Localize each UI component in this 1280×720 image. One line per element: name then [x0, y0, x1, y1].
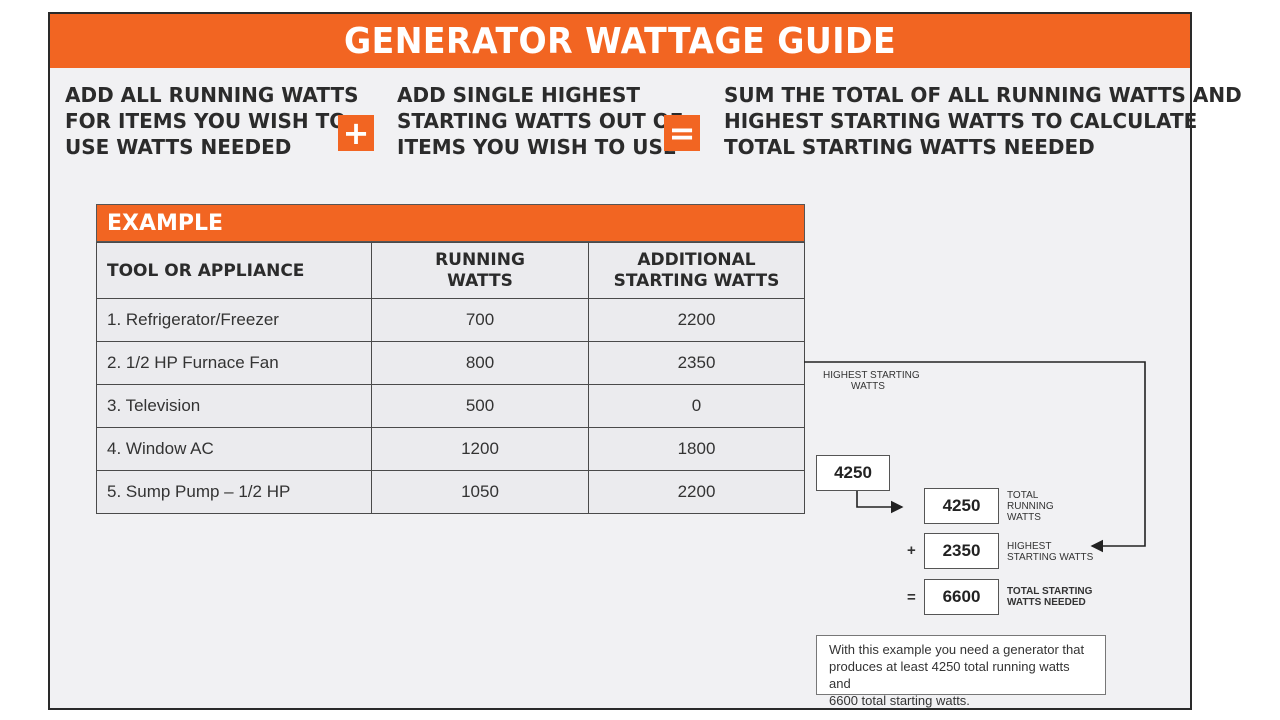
highest-starting-box-label: HIGHEST STARTING WATTS [1007, 541, 1093, 563]
example-table: TOOL OR APPLIANCE RUNNING WATTS ADDITION… [96, 242, 806, 514]
instruction-step-1-line: ADD ALL RUNNING WATTS [65, 83, 359, 107]
item-cell: 3. Television [96, 384, 372, 428]
running-cell: 800 [371, 341, 589, 385]
table-header-row: TOOL OR APPLIANCE RUNNING WATTS ADDITION… [96, 242, 806, 299]
label-line: STARTING WATTS [1007, 552, 1094, 563]
table-row: 1. Refrigerator/Freezer 700 2200 [96, 298, 806, 342]
table-row: 5. Sump Pump – 1/2 HP 1050 2200 [96, 470, 806, 514]
example-note: With this example you need a generator t… [816, 635, 1106, 708]
total-starting-box: 6600 [924, 579, 999, 615]
header-running-watts: RUNNING WATTS [371, 242, 589, 299]
running-cell: 1050 [371, 470, 589, 514]
running-total-arrow [856, 491, 904, 514]
instruction-step-2-line: ADD SINGLE HIGHEST [397, 83, 641, 107]
label-line: TOTAL [1007, 490, 1039, 501]
starting-cell: 2200 [588, 298, 805, 342]
label-line: HIGHEST STARTING [823, 370, 920, 381]
instruction-step-3: SUM THE TOTAL OF ALL RUNNING WATTS AND H… [724, 82, 1242, 160]
starting-cell: 2200 [588, 470, 805, 514]
guide-header: GENERATOR WATTAGE GUIDE [50, 14, 1190, 68]
label-line: TOTAL STARTING [1007, 586, 1093, 597]
note-line: 6600 total starting watts. [829, 693, 970, 708]
instruction-step-3-line: SUM THE TOTAL OF ALL RUNNING WATTS AND [724, 83, 1242, 107]
table-row: 4. Window AC 1200 1800 [96, 427, 806, 471]
instruction-step-1: ADD ALL RUNNING WATTS FOR ITEMS YOU WISH… [65, 82, 359, 160]
instruction-step-1-line: USE WATTS NEEDED [65, 135, 292, 159]
example-header: EXAMPLE [96, 204, 805, 242]
total-running-box: 4250 [924, 488, 999, 524]
starting-cell: 1800 [588, 427, 805, 471]
item-cell: 5. Sump Pump – 1/2 HP [96, 470, 372, 514]
label-line: WATTS [851, 381, 885, 392]
instruction-step-2: ADD SINGLE HIGHEST STARTING WATTS OUT OF… [397, 82, 683, 160]
total-running-label: TOTAL RUNNING WATTS [1007, 490, 1054, 523]
item-cell: 1. Refrigerator/Freezer [96, 298, 372, 342]
highest-starting-arrow [804, 361, 1146, 553]
highest-starting-box: 2350 [924, 533, 999, 569]
plus-icon: + [338, 115, 374, 151]
label-line: WATTS NEEDED [1007, 597, 1086, 608]
instruction-step-3-line: TOTAL STARTING WATTS NEEDED [724, 135, 1095, 159]
total-starting-label: TOTAL STARTING WATTS NEEDED [1007, 586, 1092, 608]
instruction-step-3-line: HIGHEST STARTING WATTS TO CALCULATE [724, 109, 1198, 133]
example-label: EXAMPLE [107, 211, 224, 236]
equals-sign: = [907, 589, 916, 606]
note-line: produces at least 4250 total running wat… [829, 659, 1070, 691]
header-line: ADDITIONAL [637, 249, 756, 270]
instruction-step-2-line: ITEMS YOU WISH TO USE [397, 135, 677, 159]
header-line: STARTING WATTS [613, 270, 780, 291]
header-line: RUNNING [435, 249, 525, 270]
note-line: With this example you need a generator t… [829, 642, 1085, 657]
equals-icon: = [664, 115, 700, 151]
plus-sign: + [907, 542, 916, 559]
label-line: HIGHEST [1007, 541, 1052, 552]
header-line: WATTS [447, 270, 513, 291]
label-line: RUNNING [1007, 501, 1054, 512]
table-row: 3. Television 500 0 [96, 384, 806, 428]
item-cell: 2. 1/2 HP Furnace Fan [96, 341, 372, 385]
header-starting-watts: ADDITIONAL STARTING WATTS [588, 242, 805, 299]
running-sum-box: 4250 [816, 455, 890, 491]
label-line: WATTS [1007, 512, 1041, 523]
instruction-step-2-line: STARTING WATTS OUT OF [397, 109, 684, 133]
page-title: GENERATOR WATTAGE GUIDE [343, 20, 897, 62]
instruction-step-1-line: FOR ITEMS YOU WISH TO [65, 109, 347, 133]
table-row: 2. 1/2 HP Furnace Fan 800 2350 [96, 341, 806, 385]
highest-starting-label: HIGHEST STARTING WATTS [823, 370, 920, 392]
